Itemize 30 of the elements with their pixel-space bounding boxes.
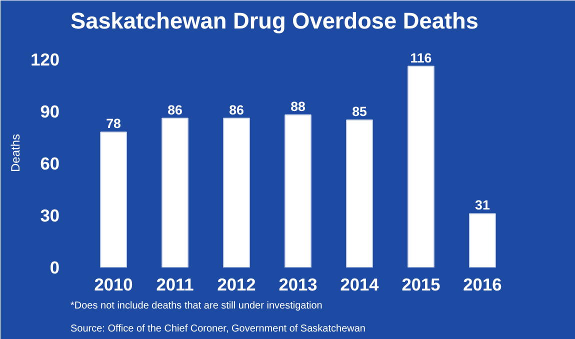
x-tick-label: 2013: [278, 274, 318, 294]
data-label: 31: [475, 198, 490, 213]
y-tick-label: 90: [40, 101, 60, 122]
y-tick-label: 60: [40, 153, 60, 174]
bar: [346, 120, 373, 268]
bar: [469, 213, 496, 268]
data-label: 116: [410, 50, 432, 66]
data-label: 86: [229, 102, 244, 118]
source-note: Source: Office of the Chief Coroner, Government of Saskatchewan: [70, 324, 366, 334]
bar: [284, 114, 312, 268]
data-label: 88: [290, 98, 306, 114]
chart-title: Saskatchewan Drug Overdose Deaths: [70, 8, 478, 34]
x-tick-label: 2011: [156, 274, 194, 294]
y-tick-label: 0: [50, 258, 60, 278]
data-label: 85: [352, 104, 368, 120]
bar: [100, 132, 127, 268]
x-tick-label: 2012: [217, 274, 256, 294]
text: *Does not include deaths that are still under investigation: [70, 300, 322, 312]
bar: [223, 118, 250, 268]
bar: [408, 66, 434, 268]
bar: [162, 118, 188, 268]
y-tick-label: 120: [30, 49, 60, 70]
x-tick-label: 2014: [340, 274, 380, 294]
y-tick-label: 30: [40, 205, 60, 226]
x-tick-label: 2015: [402, 274, 441, 294]
y-axis-title: Deaths: [8, 134, 23, 172]
x-tick-label: 2016: [463, 274, 502, 294]
data-label: 78: [106, 116, 121, 132]
data-label: 86: [168, 102, 182, 118]
x-tick-label: 2010: [94, 274, 133, 294]
